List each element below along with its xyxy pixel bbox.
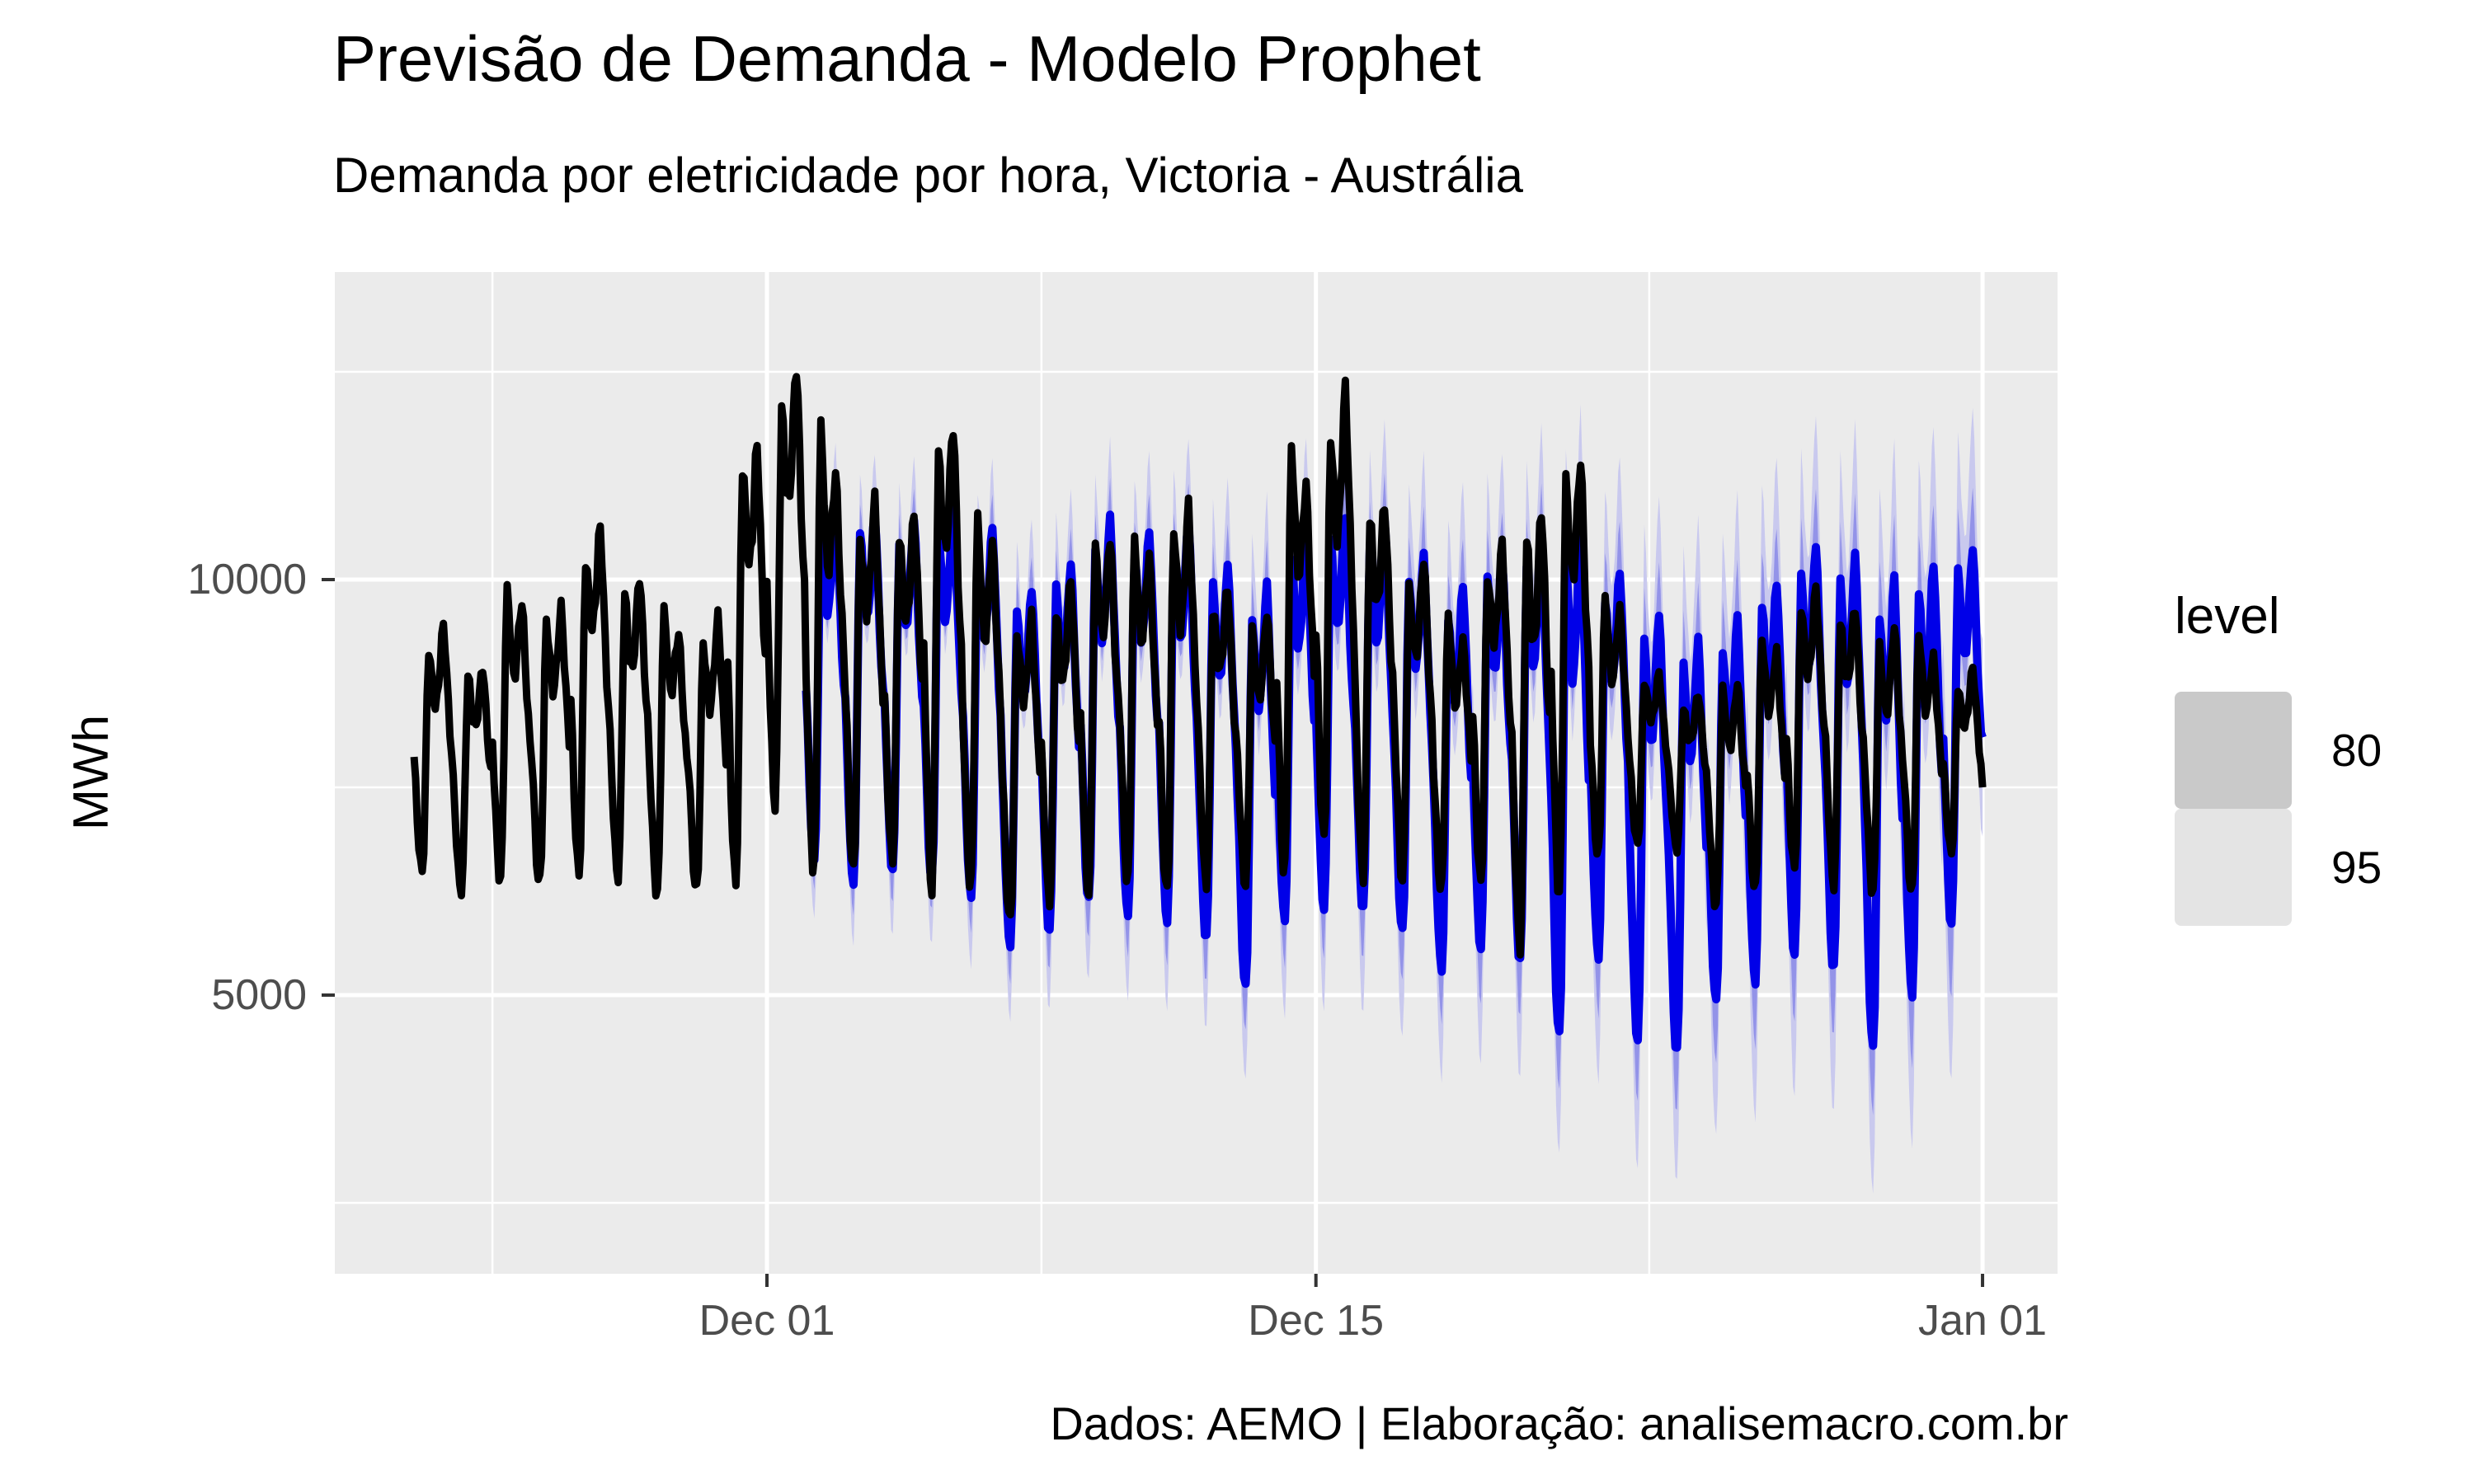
x-tick-label: Jan 01 — [1917, 1297, 2048, 1345]
legend: level 80 95 — [2175, 587, 2472, 926]
x-tick-label: Dec 01 — [698, 1297, 835, 1345]
legend-swatch-95 — [2175, 809, 2292, 926]
legend-label-95: 95 — [2331, 842, 2382, 893]
chart-subtitle: Demanda por eletricidade por hora, Victo… — [333, 148, 1523, 203]
legend-swatch-80 — [2175, 692, 2292, 809]
legend-label-80: 80 — [2331, 725, 2382, 776]
chart-caption: Dados: AEMO | Elaboração: analisemacro.c… — [1050, 1397, 2068, 1449]
legend-title: level — [2175, 588, 2280, 645]
legend-item-95: 95 — [2175, 809, 2472, 926]
x-tick-label: Dec 15 — [1248, 1297, 1385, 1345]
legend-item-80: 80 — [2175, 692, 2472, 809]
y-axis-title: MWh — [63, 715, 119, 830]
observed-line — [410, 373, 1987, 959]
chart-title: Previsão de Demanda - Modelo Prophet — [333, 22, 1481, 95]
y-tick-label: 10000 — [187, 556, 307, 603]
y-tick-label: 5000 — [211, 971, 307, 1019]
